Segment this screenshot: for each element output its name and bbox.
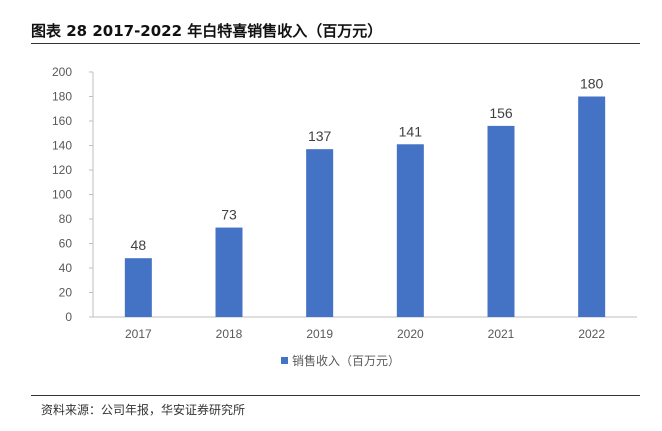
y-tick-label: 80 bbox=[59, 212, 73, 226]
y-tick-label: 120 bbox=[52, 163, 72, 177]
y-tick-label: 160 bbox=[52, 114, 72, 128]
bar-2020 bbox=[396, 144, 424, 317]
y-tick-label: 0 bbox=[65, 310, 72, 324]
data-label: 48 bbox=[131, 237, 147, 253]
y-tick-label: 40 bbox=[59, 261, 73, 275]
data-label: 137 bbox=[308, 128, 332, 144]
bar-2019 bbox=[306, 149, 334, 317]
x-tick-label: 2017 bbox=[125, 327, 152, 341]
data-label: 73 bbox=[221, 207, 237, 223]
x-tick-label: 2020 bbox=[397, 327, 424, 341]
data-label: 180 bbox=[580, 76, 604, 92]
bar-2021 bbox=[487, 125, 515, 318]
x-tick-label: 2021 bbox=[488, 327, 515, 341]
y-tick-label: 200 bbox=[52, 65, 72, 79]
data-label: 141 bbox=[399, 123, 423, 139]
bar-2018 bbox=[215, 227, 243, 317]
bar-2022 bbox=[578, 96, 606, 317]
source-note: 资料来源：公司年报，华安证券研究所 bbox=[41, 403, 246, 417]
x-tick-label: 2018 bbox=[216, 327, 243, 341]
y-tick-label: 180 bbox=[52, 90, 72, 104]
data-label: 156 bbox=[489, 105, 513, 121]
figure-title: 图表 28 2017-2022 年白特喜销售收入（百万元） bbox=[31, 22, 383, 40]
bar-2017 bbox=[124, 258, 152, 317]
legend-label: 销售收入（百万元） bbox=[292, 353, 400, 368]
y-tick-label: 100 bbox=[52, 188, 72, 202]
title-rule bbox=[31, 43, 640, 44]
y-tick-label: 140 bbox=[52, 139, 72, 153]
x-tick-label: 2019 bbox=[306, 327, 333, 341]
source-rule bbox=[31, 395, 640, 396]
legend-swatch bbox=[281, 357, 288, 364]
y-tick-label: 20 bbox=[59, 286, 73, 300]
x-tick-label: 2022 bbox=[578, 327, 605, 341]
y-tick-label: 60 bbox=[59, 237, 73, 251]
